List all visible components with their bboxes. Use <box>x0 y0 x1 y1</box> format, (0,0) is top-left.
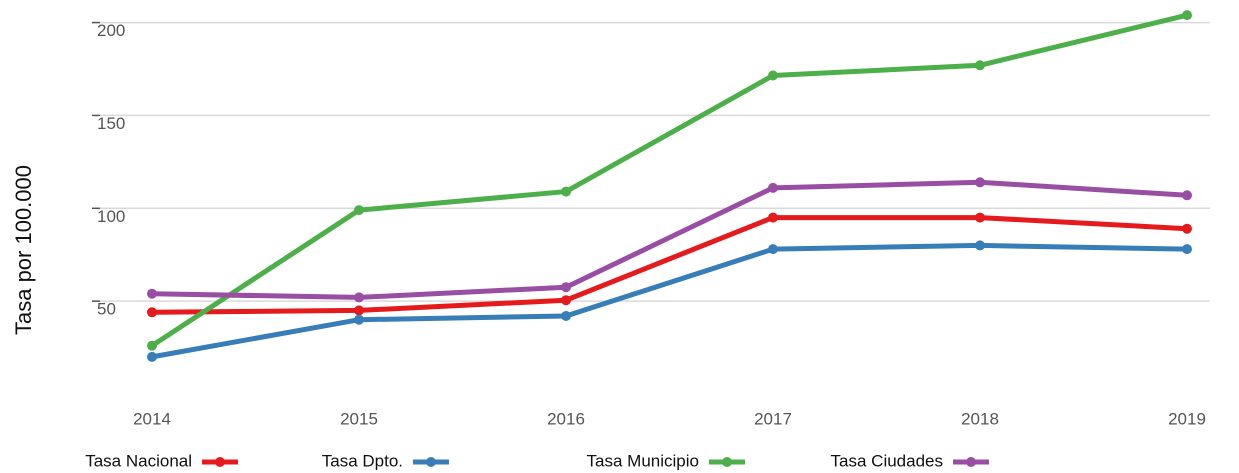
data-point <box>1182 244 1192 255</box>
series-line <box>150 12 1188 348</box>
series-line <box>151 179 1188 300</box>
legend-swatch-dot <box>215 457 225 467</box>
x-tick-label: 2017 <box>754 409 792 428</box>
legend-label: Tasa Municipio <box>587 451 699 470</box>
legend-swatch-dot <box>722 457 732 467</box>
data-point <box>354 292 364 303</box>
x-tick-label: 2018 <box>961 409 999 428</box>
legend-label: Tasa Nacional <box>85 451 192 470</box>
data-point <box>1182 190 1192 201</box>
data-point <box>975 60 985 71</box>
x-tick-label: 2014 <box>133 409 171 428</box>
data-point <box>975 177 985 188</box>
x-tick-label: 2016 <box>547 409 585 428</box>
legend-swatch-dot <box>966 457 976 467</box>
data-point <box>147 288 157 299</box>
data-point <box>561 282 571 293</box>
data-point <box>768 182 778 193</box>
y-tick-label: 50 <box>97 300 116 319</box>
data-point <box>1182 10 1192 21</box>
x-tick-label: 2019 <box>1168 409 1206 428</box>
data-point <box>354 314 364 325</box>
data-point <box>975 240 985 251</box>
x-tick-label: 2015 <box>340 409 378 428</box>
data-point <box>147 351 157 362</box>
y-tick-label: 200 <box>97 21 125 40</box>
data-point <box>354 305 364 316</box>
legend-swatch-dot <box>426 457 436 467</box>
data-point <box>561 295 571 306</box>
y-tick-label: 100 <box>97 207 125 226</box>
y-tick-label: 150 <box>97 114 125 133</box>
series-line <box>151 242 1188 360</box>
data-point <box>354 205 364 216</box>
legend-label: Tasa Ciudades <box>831 451 943 470</box>
data-point <box>768 212 778 223</box>
data-point <box>147 307 157 318</box>
legend-label: Tasa Dpto. <box>322 451 403 470</box>
data-point <box>768 244 778 255</box>
data-point <box>561 311 571 321</box>
data-point <box>768 70 778 81</box>
y-axis-label: Tasa por 100.000 <box>11 165 36 335</box>
data-point <box>975 212 985 223</box>
data-point <box>561 186 571 197</box>
series-line <box>151 215 1188 315</box>
data-point <box>147 340 157 351</box>
data-point <box>1182 223 1192 234</box>
